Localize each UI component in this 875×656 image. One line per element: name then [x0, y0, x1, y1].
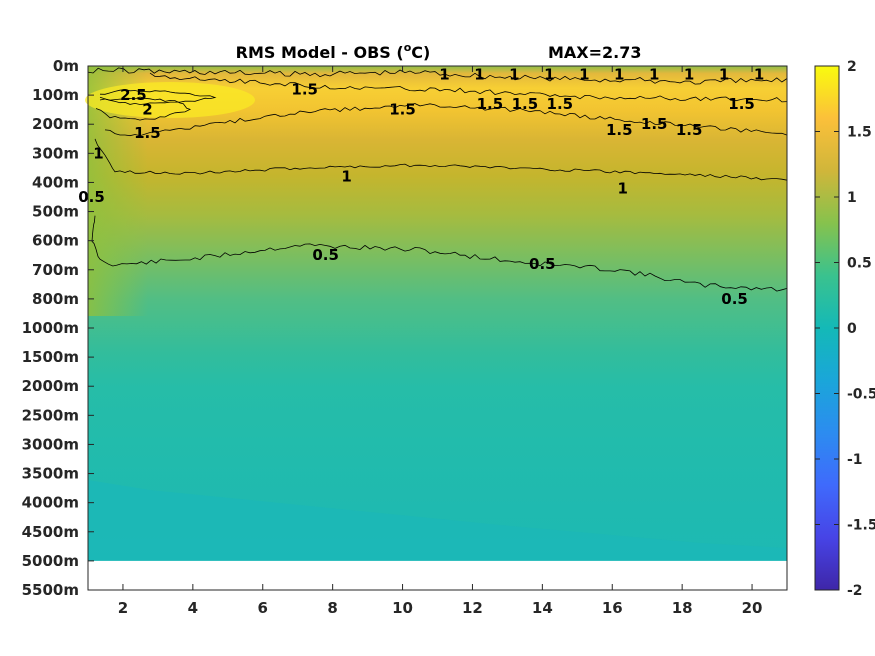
x-tick-label: 10	[392, 599, 413, 617]
contour-label: 1.5	[389, 101, 416, 119]
max-annotation: MAX=2.73	[548, 43, 642, 62]
deep-layer-shading	[88, 480, 787, 561]
contour-lines	[87, 67, 788, 292]
contour-1.5-lower	[104, 103, 788, 137]
contour-label: 1	[649, 66, 659, 84]
y-tick-label: 5000m	[22, 552, 79, 570]
y-tick-label: 3500m	[22, 465, 79, 483]
colorbar-tick-label: 1.5	[847, 125, 872, 141]
contour-2.5	[99, 89, 217, 105]
contour-label: 0.5	[78, 188, 105, 206]
contour-label: 1.5	[728, 95, 755, 113]
contour-label: 1.5	[641, 115, 668, 133]
colorbar-ticks: 2 1.5 1 0.5 0 -0.5 -1 -1.5 -2	[815, 59, 875, 599]
contour-0.5	[91, 215, 788, 292]
contour-label: 1.5	[547, 95, 574, 113]
y-tick-label: 2000m	[22, 377, 79, 395]
contour-label: 1	[618, 179, 628, 197]
y-tick-label: 2500m	[22, 406, 79, 424]
contour-2	[95, 96, 192, 121]
x-tick-label: 20	[742, 599, 763, 617]
x-tick-label: 14	[532, 599, 553, 617]
contour-1	[94, 138, 788, 181]
y-tick-label: 300m	[32, 144, 79, 162]
y-tick-label: 1000m	[22, 319, 79, 337]
contour-label: 1	[93, 144, 103, 162]
colorbar-tick-label: 1	[847, 190, 857, 206]
colorbar-tick-label: -2	[847, 583, 863, 599]
contour-label: 1	[474, 66, 484, 84]
colorbar: 2 1.5 1 0.5 0 -0.5 -1 -1.5 -2	[814, 59, 875, 599]
contour-label: 1	[579, 66, 589, 84]
y-tick-label: 700m	[32, 261, 79, 279]
colorbar-tick-label: 2	[847, 59, 857, 75]
title-unit: C)	[411, 43, 430, 62]
y-tick-label: 200m	[32, 115, 79, 133]
plot-area: 2.52 1.5 1.5 1.5 1 1 1 1 1 1 1 1 1 1 1.5 1.5 1.5 1.5 1.5 1.…	[78, 65, 788, 591]
y-tick-label: 400m	[32, 173, 79, 191]
y-tick-label: 3000m	[22, 435, 79, 453]
y-axis: 0m 100m 200m 300m 400m 500m 600m 700m 800m 1000m 1…	[22, 57, 94, 599]
contour-label: 1	[341, 168, 351, 186]
y-tick-label: 800m	[32, 290, 79, 308]
colorbar-tick-label: -0.5	[847, 387, 875, 403]
y-tick-label: 4500m	[22, 523, 79, 541]
colorbar-tick-label: 0	[847, 321, 857, 337]
colorbar-tick-label: -1.5	[847, 518, 875, 534]
y-tick-label: 100m	[32, 86, 79, 104]
x-tick-label: 12	[462, 599, 483, 617]
x-tick-label: 8	[327, 599, 337, 617]
contour-label: 1.5	[606, 121, 633, 139]
colorbar-tick-label: -1	[847, 452, 863, 468]
no-data-region	[88, 560, 787, 590]
title-degree: o	[404, 41, 412, 54]
contour-1-surface	[87, 67, 788, 85]
contour-label: 1	[614, 66, 624, 84]
y-tick-label: 1500m	[22, 348, 79, 366]
contour-label: 2.5	[120, 86, 147, 104]
x-tick-label: 2	[118, 599, 128, 617]
title-text: RMS Model - OBS (	[236, 43, 404, 62]
contour-1.5-upper	[149, 72, 788, 103]
y-tick-label: 0m	[53, 57, 79, 75]
contour-label: 1	[439, 66, 449, 84]
contour-label: 1	[509, 66, 519, 84]
contour-label: 0.5	[529, 255, 556, 273]
contour-label: 1.5	[477, 95, 504, 113]
contour-label: 1.5	[676, 121, 703, 139]
contour-label: 1.5	[512, 95, 539, 113]
x-tick-label: 6	[258, 599, 268, 617]
y-tick-label: 4000m	[22, 494, 79, 512]
colorbar-tick-label: 0.5	[847, 256, 872, 272]
contour-label: 1	[544, 66, 554, 84]
contour-label: 0.5	[312, 246, 339, 264]
contour-label: 0.5	[721, 290, 748, 308]
contour-label: 1	[684, 66, 694, 84]
contour-label: 1.5	[291, 80, 318, 98]
x-tick-label: 18	[672, 599, 693, 617]
contour-label: 2	[142, 101, 152, 119]
y-tick-label: 600m	[32, 232, 79, 250]
y-tick-label: 5500m	[22, 581, 79, 599]
contour-label: 1.5	[134, 124, 161, 142]
chart-title: RMS Model - OBS (oC)	[236, 41, 431, 62]
x-axis: 2 4 6 8 10 12 14 16 18 20	[118, 66, 763, 617]
x-tick-label: 16	[602, 599, 623, 617]
heatmap-field	[88, 66, 787, 561]
x-tick-label: 4	[188, 599, 198, 617]
y-tick-label: 500m	[32, 203, 79, 221]
contour-label: 1	[719, 66, 729, 84]
contour-labels: 2.52 1.5 1.5 1.5 1 1 1 1 1 1 1 1 1 1 1.5 1.5 1.5 1.5 1.5 1.…	[78, 66, 764, 308]
contour-label: 1	[754, 66, 764, 84]
